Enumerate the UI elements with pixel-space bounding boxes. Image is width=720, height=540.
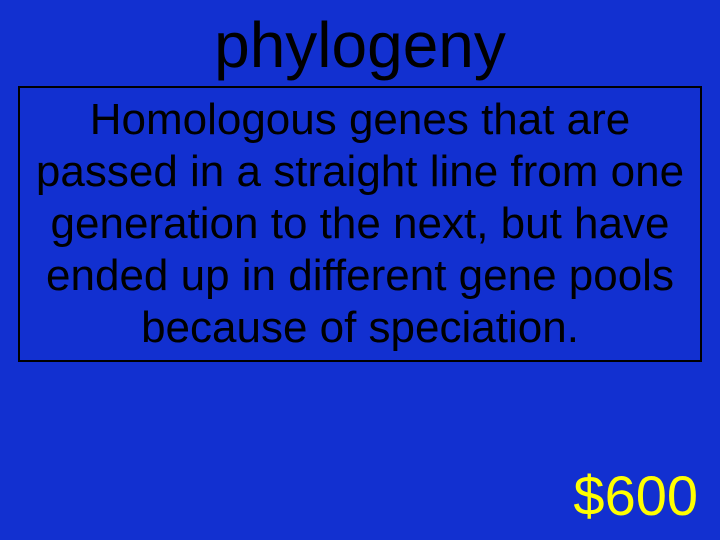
category-title: phylogeny — [0, 0, 720, 86]
clue-text: Homologous genes that are passed in a st… — [30, 94, 690, 354]
clue-box: Homologous genes that are passed in a st… — [18, 86, 702, 362]
dollar-value: $600 — [573, 463, 698, 528]
